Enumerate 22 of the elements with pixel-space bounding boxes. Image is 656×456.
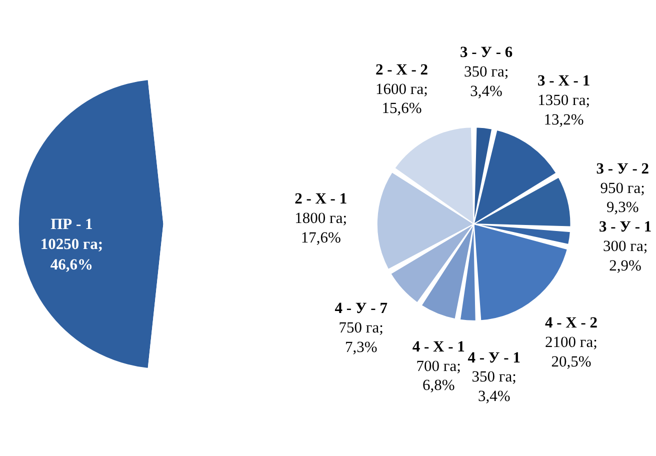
slice-label: ПР - 1 bbox=[50, 216, 93, 233]
data-label: 300 га; 2,9% bbox=[602, 238, 648, 274]
data-label: 750 га; 7,3% bbox=[338, 319, 384, 356]
slice-label: 3 - Х - 1 bbox=[538, 72, 590, 90]
slice-label: 2 - Х - 2 bbox=[375, 61, 428, 78]
slice-label: 3 - У - 2 bbox=[596, 160, 650, 178]
slice-label: 4 - Х - 1 bbox=[412, 338, 465, 356]
data-label: 950 га; 9,3% bbox=[600, 180, 645, 216]
data-label: 1350 га; 13,2% bbox=[538, 92, 590, 128]
data-label: 350 га; 3,4% bbox=[472, 368, 516, 406]
slice-label: 4 - У - 7 bbox=[334, 300, 388, 318]
data-label: 2100 га; 20,5% bbox=[545, 334, 598, 370]
slice-label: 4 - У - 1 bbox=[468, 349, 520, 366]
data-label: 10250 га; 46,6% bbox=[40, 236, 103, 274]
slice-label: 2 - Х - 1 bbox=[294, 190, 348, 208]
slice-label: 4 - Х - 2 bbox=[544, 314, 598, 332]
data-label: 700 га; 6,8% bbox=[416, 358, 461, 394]
slice-label: 3 - У - 6 bbox=[460, 44, 513, 62]
data-label: 350 га; 3,4% bbox=[464, 64, 509, 100]
data-label: 1800 га; 17,6% bbox=[294, 210, 348, 246]
slice-label: 3 - У - 1 bbox=[598, 218, 652, 236]
data-label: 1600 га; 15,6% bbox=[376, 80, 428, 118]
